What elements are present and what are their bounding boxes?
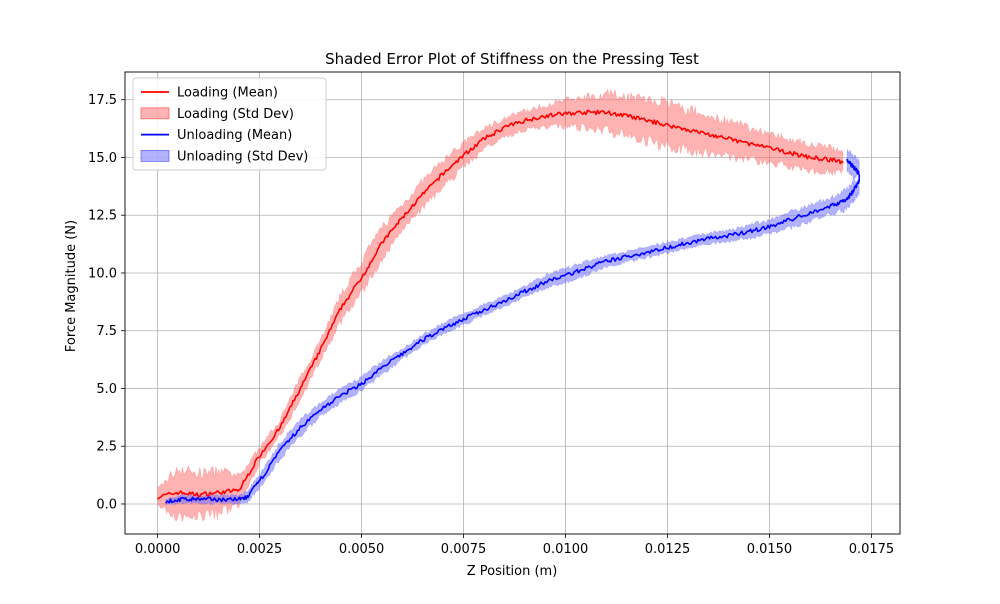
- series-0-mean-line: [157, 109, 844, 500]
- x-tick-label: 0.0075: [441, 542, 487, 557]
- y-tick-label: 7.5: [96, 324, 117, 339]
- series-0-std-band: [157, 88, 844, 523]
- x-tick-label: 0.0125: [645, 542, 691, 557]
- legend-patch-swatch: [140, 107, 170, 120]
- legend-patch-swatch: [140, 149, 170, 162]
- x-tick-label: 0.0100: [543, 542, 589, 557]
- line-layer: [157, 109, 860, 504]
- y-tick-label: 2.5: [96, 440, 117, 455]
- legend-entry-label: Loading (Std Dev): [177, 107, 294, 122]
- x-axis-label: Z Position (m): [467, 564, 558, 579]
- series-1-std-band: [165, 149, 860, 505]
- band-layer: [157, 88, 860, 523]
- y-tick-label: 17.5: [88, 93, 117, 108]
- chart-title: Shaded Error Plot of Stiffness on the Pr…: [325, 50, 699, 68]
- x-tick-label: 0.0150: [747, 542, 793, 557]
- y-tick-label: 0.0: [96, 497, 117, 512]
- y-tick-label: 5.0: [96, 382, 117, 397]
- plot-frame: [124, 71, 901, 535]
- grid-layer: [125, 72, 900, 534]
- x-tick-label: 0.0050: [339, 542, 385, 557]
- legend-entry-label: Loading (Mean): [177, 86, 278, 101]
- y-axis-label: Force Magnitude (N): [64, 220, 79, 352]
- y-tick-label: 10.0: [88, 266, 117, 281]
- y-tick-label: 12.5: [88, 209, 117, 224]
- axes-layer: 0.0000 0.0025 0.0050 0.0075 0.0100 0.0125 0.01…: [88, 71, 901, 557]
- x-tick-label: 0.0175: [849, 542, 895, 557]
- legend: Loading (Mean) Loading (Std Dev) Unloading…: [132, 77, 327, 171]
- legend-entry-label: Unloading (Mean): [177, 128, 292, 143]
- legend-entry-label: Unloading (Std Dev): [177, 149, 308, 164]
- series-1-mean-line: [165, 158, 860, 504]
- x-tick-label: 0.0025: [237, 542, 283, 557]
- legend-box: [132, 77, 327, 171]
- x-tick-label: 0.0000: [135, 542, 181, 557]
- y-tick-label: 15.0: [88, 151, 117, 166]
